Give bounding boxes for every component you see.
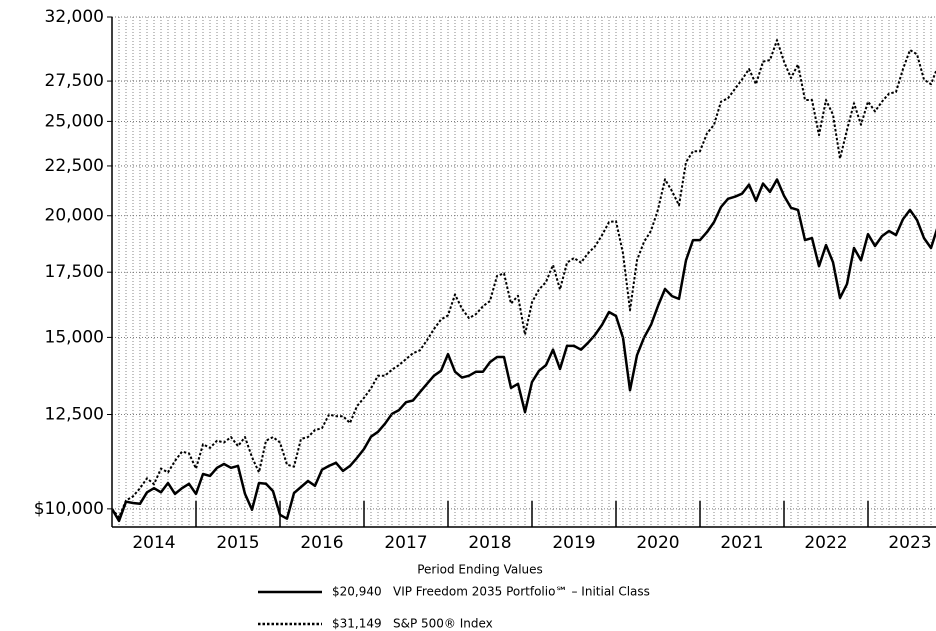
x-tick-label: 2018: [468, 533, 511, 553]
x-tick-label: 2022: [804, 533, 847, 553]
legend-label: S&P 500® Index: [393, 617, 493, 631]
x-tick-label: 2015: [216, 533, 259, 553]
y-tick-label: 20,000: [45, 206, 104, 226]
x-tick-label: 2016: [300, 533, 343, 553]
y-tick-label: 27,500: [45, 71, 104, 91]
series-line: [112, 39, 936, 519]
y-tick-label: 22,500: [45, 156, 104, 176]
legend-title: Period Ending Values: [417, 563, 543, 577]
legend-label: VIP Freedom 2035 Portfolio℠ – Initial Cl…: [393, 585, 650, 599]
y-tick-label: 15,000: [45, 327, 104, 347]
y-tick-label: 25,000: [45, 111, 104, 131]
y-tick-label: $10,000: [34, 499, 104, 519]
x-tick-label: 2021: [720, 533, 763, 553]
x-tick-label: 2023: [888, 533, 931, 553]
legend-value: $20,940: [332, 585, 382, 599]
y-tick-label: 32,000: [45, 7, 104, 27]
x-tick-label: 2017: [384, 533, 427, 553]
legend-value: $31,149: [332, 617, 382, 631]
x-tick-label: 2014: [132, 533, 175, 553]
y-tick-label: 12,500: [45, 404, 104, 424]
x-tick-label: 2020: [636, 533, 679, 553]
series-line: [112, 178, 936, 523]
x-tick-label: 2019: [552, 533, 595, 553]
y-tick-label: 17,500: [45, 262, 104, 282]
